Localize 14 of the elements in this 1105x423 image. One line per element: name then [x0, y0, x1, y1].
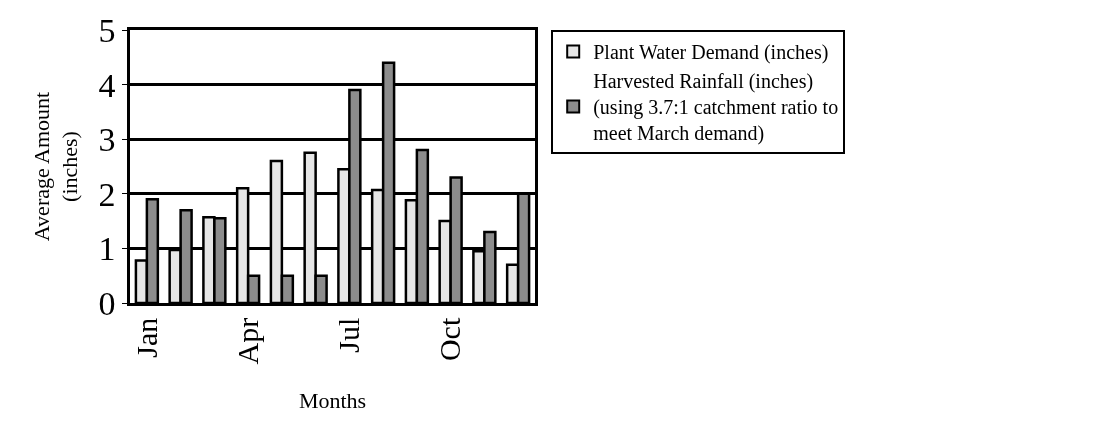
y-tick-label: 3 — [98, 121, 116, 159]
legend-label: Plant Water Demand (inches) — [593, 41, 829, 65]
y-tick-label: 5 — [98, 11, 116, 49]
y-tick-label: 1 — [98, 230, 116, 268]
y-tick-label: 0 — [98, 284, 116, 322]
x-axis-title: Months — [298, 388, 367, 414]
y-axis-title: Average Amount (inches) — [28, 91, 83, 242]
x-tick-label: Oct — [433, 317, 467, 362]
y-tick-label: 4 — [98, 66, 116, 104]
x-tick-label: Apr — [230, 317, 264, 365]
legend-label: Harvested Rainfall (inches) (using 3.7:1 catchment ratio to meet March demand) — [593, 70, 839, 146]
x-tick-label: Jul — [332, 317, 366, 353]
y-tick-label: 2 — [98, 175, 116, 213]
x-tick-label: Jan — [129, 317, 163, 358]
